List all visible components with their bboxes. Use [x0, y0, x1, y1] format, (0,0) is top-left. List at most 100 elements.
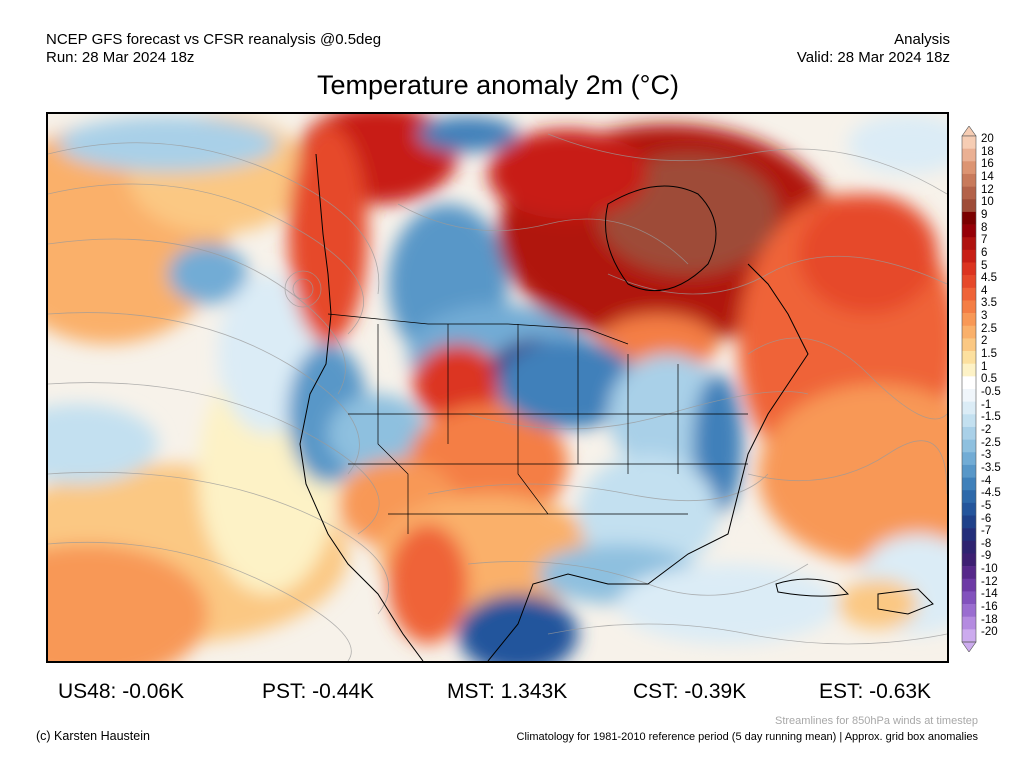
colorbar-label: -16 — [981, 601, 998, 614]
colorbar-top-arrow — [961, 125, 977, 137]
colorbar-swatch — [962, 452, 976, 466]
colorbar-label: -7 — [981, 525, 992, 538]
colorbar-label: 18 — [981, 145, 994, 158]
colorbar-swatch — [962, 136, 976, 149]
stat-pst: PST: -0.44K — [262, 680, 375, 703]
colorbar-label: 20 — [981, 133, 994, 145]
colorbar-swatch — [962, 237, 976, 251]
stat-est: EST: -0.63K — [819, 680, 932, 703]
colorbar-swatch — [962, 325, 976, 339]
colorbar-swatch — [962, 173, 976, 187]
colorbar-label: 1.5 — [981, 348, 997, 361]
colorbar-swatch — [962, 275, 976, 289]
colorbar-label: 14 — [981, 170, 994, 183]
colorbar-label: -4.5 — [981, 487, 1001, 500]
streamline-note: Streamlines for 850hPa winds at timestep — [775, 715, 978, 727]
colorbar-swatch — [962, 161, 976, 175]
colorbar-swatch — [962, 186, 976, 200]
colorbar-swatch — [962, 287, 976, 301]
colorbar-swatch — [962, 439, 976, 453]
colorbar-label: -0.5 — [981, 386, 1001, 398]
colorbar-frame — [961, 135, 977, 643]
colorbar-label: 5 — [981, 259, 988, 272]
colorbar-label: 4 — [981, 284, 988, 297]
colorbar-label: -6 — [981, 512, 992, 525]
header-right: Analysis Valid: 28 Mar 2024 18z — [797, 31, 950, 67]
colorbar-label: -12 — [981, 575, 998, 588]
stat-cst: CST: -0.39K — [633, 680, 747, 703]
colorbar-swatch — [962, 616, 976, 630]
colorbar-swatch — [962, 363, 976, 377]
colorbar-swatch — [962, 313, 976, 327]
colorbar-swatch — [962, 300, 976, 314]
colorbar-label: -8 — [981, 537, 992, 550]
anomaly-map — [46, 112, 949, 663]
colorbar-swatch — [962, 490, 976, 504]
colorbar-swatch — [962, 414, 976, 428]
colorbar-label: -9 — [981, 550, 992, 563]
colorbar-label: -5 — [981, 499, 992, 512]
colorbar-label: 16 — [981, 158, 994, 171]
colorbar-swatch — [962, 199, 976, 213]
colorbar-label: 7 — [981, 234, 988, 247]
colorbar-swatch — [962, 148, 976, 162]
colorbar-swatch — [962, 553, 976, 567]
colorbar-label: -14 — [981, 588, 998, 601]
colorbar-label: 9 — [981, 208, 988, 221]
streamlines — [48, 133, 947, 661]
colorbar-label: 3 — [981, 310, 988, 323]
colorbar-label: -3.5 — [981, 461, 1001, 474]
colorbar-swatch — [962, 566, 976, 580]
colorbar-swatch — [962, 464, 976, 478]
colorbar-label: 0.5 — [981, 373, 997, 386]
colorbar-swatch — [962, 604, 976, 617]
colorbar-swatch — [962, 515, 976, 529]
colorbar-swatch — [962, 351, 976, 364]
colorbar-swatch — [962, 224, 976, 238]
product-type: Analysis — [894, 31, 950, 48]
stat-mst: MST: 1.343K — [447, 680, 568, 703]
colorbar-swatch — [962, 249, 976, 263]
map-title: Temperature anomaly 2m (°C) — [317, 70, 679, 100]
colorbar-label: -1 — [981, 398, 992, 411]
copyright: (c) Karsten Haustein — [36, 729, 150, 743]
colorbar-label: 10 — [981, 196, 994, 209]
climatology-note: Climatology for 1981-2010 reference peri… — [516, 731, 978, 743]
colorbar-label: 2.5 — [981, 322, 997, 335]
header-left: NCEP GFS forecast vs CFSR reanalysis @0.… — [46, 31, 381, 67]
colorbar-swatch — [962, 540, 976, 554]
colorbar-label: 2 — [981, 335, 988, 348]
colorbar-swatch — [962, 528, 976, 542]
run-time: Run: 28 Mar 2024 18z — [46, 49, 195, 66]
colorbar-swatch — [962, 401, 976, 415]
colorbar — [958, 125, 980, 653]
colorbar-swatch — [962, 338, 976, 352]
colorbar-label: -18 — [981, 613, 998, 626]
colorbar-swatch — [962, 376, 976, 390]
valid-time: Valid: 28 Mar 2024 18z — [796, 49, 950, 66]
colorbar-label: 8 — [981, 221, 988, 234]
colorbar-label: -3 — [981, 449, 992, 462]
colorbar-label: 1 — [981, 360, 988, 373]
colorbar-label: -2 — [981, 423, 992, 436]
colorbar-label: 12 — [981, 183, 994, 196]
model-description: NCEP GFS forecast vs CFSR reanalysis @0.… — [46, 31, 382, 48]
colorbar-swatch — [962, 502, 976, 516]
coastlines — [299, 153, 934, 661]
colorbar-label: -2.5 — [981, 436, 1001, 449]
colorbar-swatch — [962, 591, 976, 605]
colorbar-swatch — [962, 262, 976, 276]
colorbar-label: 4.5 — [981, 272, 997, 285]
colorbar-label: -20 — [981, 626, 998, 639]
colorbar-swatch — [962, 211, 976, 225]
colorbar-label: 6 — [981, 246, 988, 259]
colorbar-label: -4 — [981, 474, 992, 487]
stat-us48: US48: -0.06K — [58, 680, 185, 703]
colorbar-swatch — [962, 389, 976, 402]
colorbar-label: -10 — [981, 563, 998, 576]
borders — [327, 313, 748, 534]
colorbar-swatch — [962, 477, 976, 491]
colorbar-bottom-arrow — [961, 641, 977, 653]
colorbar-swatch — [962, 629, 976, 643]
regional-stats: US48: -0.06K PST: -0.44K MST: 1.343K CST… — [0, 680, 1024, 704]
